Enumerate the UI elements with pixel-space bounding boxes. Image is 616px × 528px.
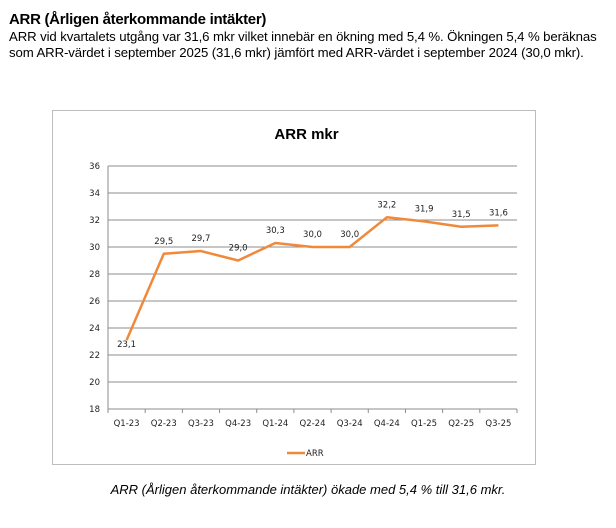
x-tick-label: Q1-25	[411, 419, 437, 429]
y-tick-label: 26	[89, 297, 100, 307]
data-label: 29,5	[154, 237, 173, 247]
y-tick-label: 34	[89, 189, 100, 199]
y-tick-label: 20	[89, 378, 100, 388]
data-label: 29,7	[191, 234, 210, 244]
data-label: 31,5	[452, 210, 471, 220]
data-label: 29,0	[229, 244, 248, 254]
y-tick-label: 24	[89, 324, 100, 334]
x-tick-label: Q2-23	[151, 419, 177, 429]
data-label: 30,3	[266, 226, 285, 236]
data-label: 30,0	[340, 230, 359, 240]
y-tick-label: 32	[89, 216, 100, 226]
x-tick-label: Q3-24	[337, 419, 363, 429]
x-tick-label: Q4-24	[374, 419, 400, 429]
y-tick-label: 30	[89, 243, 100, 253]
y-tick-label: 36	[89, 162, 100, 172]
x-tick-label: Q3-25	[485, 419, 511, 429]
x-tick-label: Q1-23	[114, 419, 140, 429]
data-label: 31,6	[489, 208, 508, 218]
y-tick-label: 28	[89, 270, 100, 280]
x-tick-label: Q4-23	[225, 419, 251, 429]
x-tick-label: Q2-25	[448, 419, 474, 429]
section-heading: ARR (Årligen återkommande intäkter)	[9, 11, 267, 28]
y-tick-label: 18	[89, 405, 100, 415]
section-paragraph: ARR vid kvartalets utgång var 31,6 mkr v…	[9, 29, 597, 60]
x-tick-label: Q1-24	[262, 419, 288, 429]
data-label: 32,2	[377, 200, 396, 210]
data-label: 31,9	[415, 204, 434, 214]
chart-title: ARR mkr	[274, 126, 338, 143]
data-label: 30,0	[303, 230, 322, 240]
legend-label: ARR	[306, 449, 324, 459]
x-tick-label: Q2-24	[300, 419, 326, 429]
data-label: 23,1	[117, 340, 136, 350]
chart-frame	[52, 110, 536, 465]
y-tick-label: 22	[89, 351, 100, 361]
x-tick-label: Q3-23	[188, 419, 214, 429]
chart-caption: ARR (Årligen återkommande intäkter) ökad…	[110, 482, 506, 497]
